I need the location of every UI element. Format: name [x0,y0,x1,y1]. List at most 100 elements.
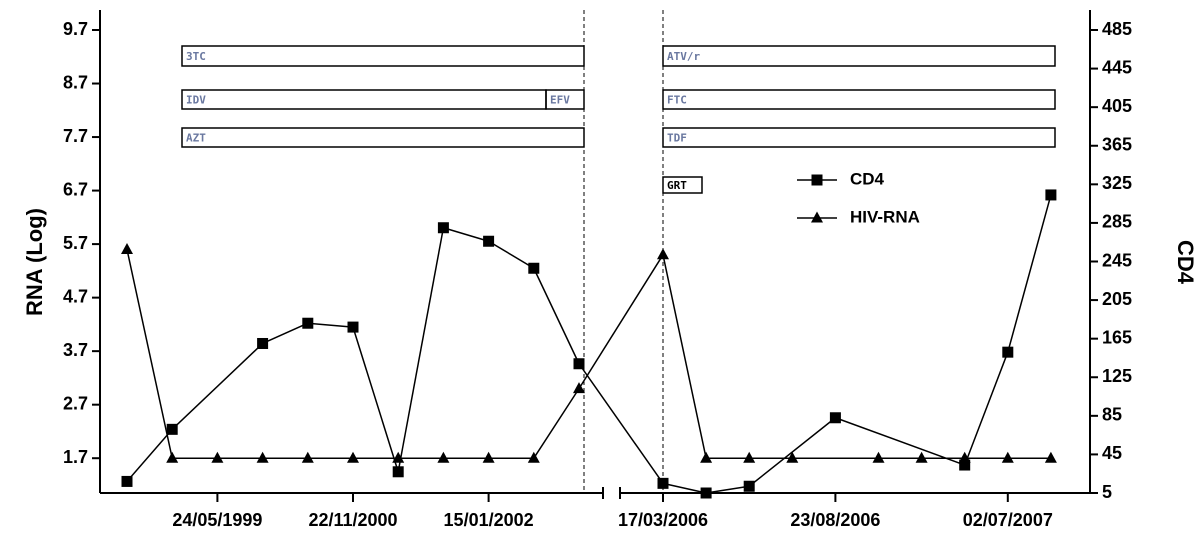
y2-tick-label: 285 [1102,212,1132,232]
cd4-marker [121,475,133,487]
rna-marker [437,451,450,463]
cd4-marker [959,459,971,471]
y2-tick-label: 5 [1102,482,1112,502]
series-segment [578,363,664,484]
series-segment [1007,194,1052,353]
regimen-box [662,45,1056,67]
series-segment [126,428,173,482]
rna-marker [301,451,314,463]
regimen-box [545,89,585,110]
series-segment [835,417,965,466]
cd4-marker [392,466,404,478]
y-tick-label: 9.7 [63,19,88,39]
rna-marker [482,451,495,463]
rna-marker [872,451,885,463]
y-tick-label: 8.7 [63,72,88,92]
y-tick-label: 7.7 [63,126,88,146]
cd4-marker [1045,189,1057,201]
cd4-marker [811,174,823,186]
series-segment [533,267,580,365]
rna-marker [743,451,756,463]
y-tick-label: 3.7 [63,340,88,360]
y2-tick-label: 245 [1102,250,1132,270]
cd4-marker [700,487,712,499]
cd4-marker [829,412,841,424]
cd4-marker [657,477,669,489]
y-axis-label: RNA (Log) [22,208,47,316]
x-tick-label: 22/11/2000 [308,510,397,530]
cd4-marker [483,235,495,247]
series-segment [578,254,664,390]
x-tick-label: 15/01/2002 [444,510,534,530]
cd4-marker [166,423,178,435]
regimen-box [662,127,1056,148]
rna-marker [811,211,823,223]
regimen-label: 3TC [186,50,206,63]
series-segment [307,322,354,328]
y2-tick-label: 165 [1102,327,1132,347]
series-segment [262,322,309,345]
series-segment [443,227,489,242]
y2-tick-label: 205 [1102,289,1132,309]
y-tick-label: 2.7 [63,393,88,413]
y2-tick-label: 45 [1102,443,1122,463]
regimen-box [181,45,585,67]
y2-tick-label: 85 [1102,405,1122,425]
legend-label: CD4 [850,169,885,188]
regimen-label: FTC [667,94,687,107]
regimen-label: TDF [667,132,687,145]
cd4-marker [528,262,540,274]
regimen-box [662,176,703,194]
series-segment [352,326,399,473]
cd4-marker [437,222,449,234]
regimen-label: ATV/r [667,50,700,63]
rna-marker [573,382,585,394]
rna-marker [211,451,224,463]
series-segment [533,388,580,459]
series-segment [397,227,445,472]
regimen-box [181,127,585,148]
series-segment [171,342,264,430]
y2-tick-label: 125 [1102,366,1132,386]
y-tick-label: 6.7 [63,179,88,199]
regimen-box [181,89,547,110]
x-tick-label: 24/05/1999 [172,510,262,530]
legend-label: HIV-RNA [850,207,920,226]
regimen-label: GRT [667,179,687,192]
series-segment [963,351,1009,466]
rna-marker [915,451,928,463]
cd4-marker [743,480,755,492]
cd4-marker [257,337,269,349]
x-tick-label: 02/07/2007 [963,510,1053,530]
rna-marker [121,242,133,254]
series-segment [488,240,535,269]
y2-tick-label: 365 [1102,135,1132,155]
y2-tick-label: 485 [1102,19,1132,39]
rna-marker [347,451,359,463]
y2-tick-label: 445 [1102,57,1132,77]
y2-tick-label: 325 [1102,173,1132,193]
y2-tick-label: 405 [1102,96,1132,116]
y-tick-label: 1.7 [63,447,88,467]
y2-axis-label: CD4 [1173,240,1198,285]
rna-marker [392,451,405,463]
series-segment [126,249,173,459]
regimen-label: AZT [186,132,206,145]
rna-marker [1001,451,1014,463]
cd4-marker [573,358,585,370]
rna-marker [786,451,799,463]
rna-marker [657,248,669,260]
rna-marker [166,451,179,463]
cd4-marker [347,321,359,333]
x-tick-label: 17/03/2006 [618,510,708,530]
y-tick-label: 5.7 [63,233,88,253]
regimen-label: IDV [186,94,206,107]
regimen-label: EFV [550,94,570,107]
series-segment [662,482,707,494]
series-segment [705,485,750,494]
rna-marker [700,451,713,463]
rna-marker [527,451,540,463]
cd4-marker [302,317,314,329]
